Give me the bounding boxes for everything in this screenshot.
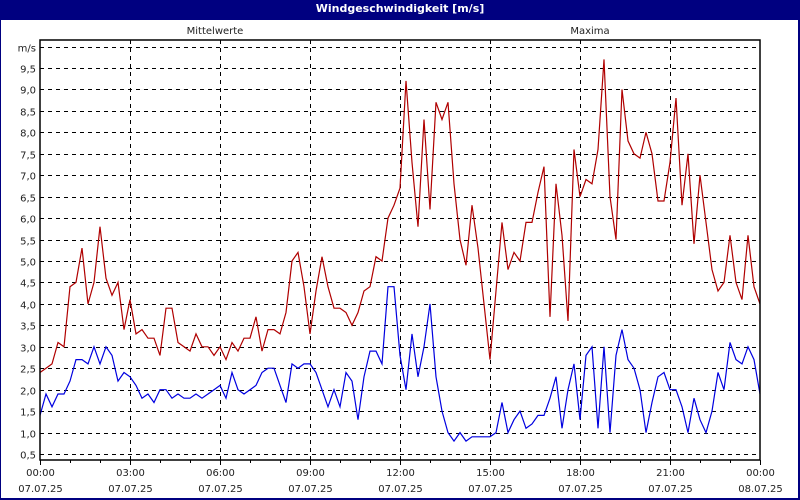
- plot-frame: [39, 39, 761, 461]
- x-tick-time: 18:00: [566, 468, 595, 479]
- y-tick-label: m/s: [18, 44, 36, 55]
- y-tick-label: 7,5: [20, 151, 36, 162]
- x-tick-time: 00:00: [746, 468, 775, 479]
- x-tick-time: 21:00: [656, 468, 685, 479]
- y-tick-label: 5,5: [20, 237, 36, 248]
- series-mittelwerte: [39, 286, 761, 443]
- y-tick-label: 1,0: [20, 430, 36, 441]
- window-title: Windgeschwindigkeit [m/s]: [0, 0, 800, 19]
- x-tick-date: 07.07.25: [378, 484, 423, 495]
- y-tick-label: 2,5: [20, 365, 36, 376]
- grid-lines: [40, 40, 760, 460]
- x-tick-time: 12:00: [386, 468, 415, 479]
- y-tick-label: 2,0: [20, 387, 36, 398]
- y-tick-label: 9,0: [20, 86, 36, 97]
- y-tick-label: 6,0: [20, 215, 36, 226]
- x-tick-time: 09:00: [296, 468, 325, 479]
- y-tick-label: 3,0: [20, 344, 36, 355]
- x-tick-date: 07.07.25: [288, 484, 333, 495]
- y-tick-label: 5,0: [20, 258, 36, 269]
- x-tick-date: 08.07.25: [738, 484, 783, 495]
- y-tick-label: 8,0: [20, 129, 36, 140]
- y-tick-label: 3,5: [20, 322, 36, 333]
- y-tick-label: 4,5: [20, 279, 36, 290]
- x-tick-date: 07.07.25: [648, 484, 693, 495]
- legend-max: Maxima: [570, 26, 609, 37]
- y-tick-label: 4,0: [20, 301, 36, 312]
- x-tick-date: 07.07.25: [198, 484, 243, 495]
- x-tick-date: 07.07.25: [108, 484, 153, 495]
- y-axis: 0,5 1,0 1,5 2,0 2,5 3,0 3,5 4,0 4,5 5,0 5,5 6,0 6,5 7…: [18, 44, 36, 462]
- y-tick-label: 7,0: [20, 172, 36, 183]
- y-tick-label: 9,5: [20, 65, 36, 76]
- y-tick-label: 8,5: [20, 108, 36, 119]
- series-maxima: [39, 59, 761, 373]
- x-tick-time: 06:00: [206, 468, 235, 479]
- y-tick-label: 1,5: [20, 408, 36, 419]
- x-axis: 00:00 07.07.25 03:00 07.07.25 06:00 07.07.25 0…: [18, 460, 783, 495]
- y-tick-label: 6,5: [20, 194, 36, 205]
- x-tick-time: 00:00: [26, 468, 55, 479]
- x-tick-date: 07.07.25: [18, 484, 63, 495]
- x-tick-date: 07.07.25: [558, 484, 603, 495]
- legend-mean: Mittelwerte: [187, 26, 244, 37]
- x-tick-date: 07.07.25: [468, 484, 513, 495]
- y-tick-label: 0,5: [20, 451, 36, 462]
- chart-panel: [1, 20, 798, 498]
- data-series: [39, 59, 761, 443]
- x-tick-time: 15:00: [476, 468, 505, 479]
- x-tick-time: 03:00: [116, 468, 145, 479]
